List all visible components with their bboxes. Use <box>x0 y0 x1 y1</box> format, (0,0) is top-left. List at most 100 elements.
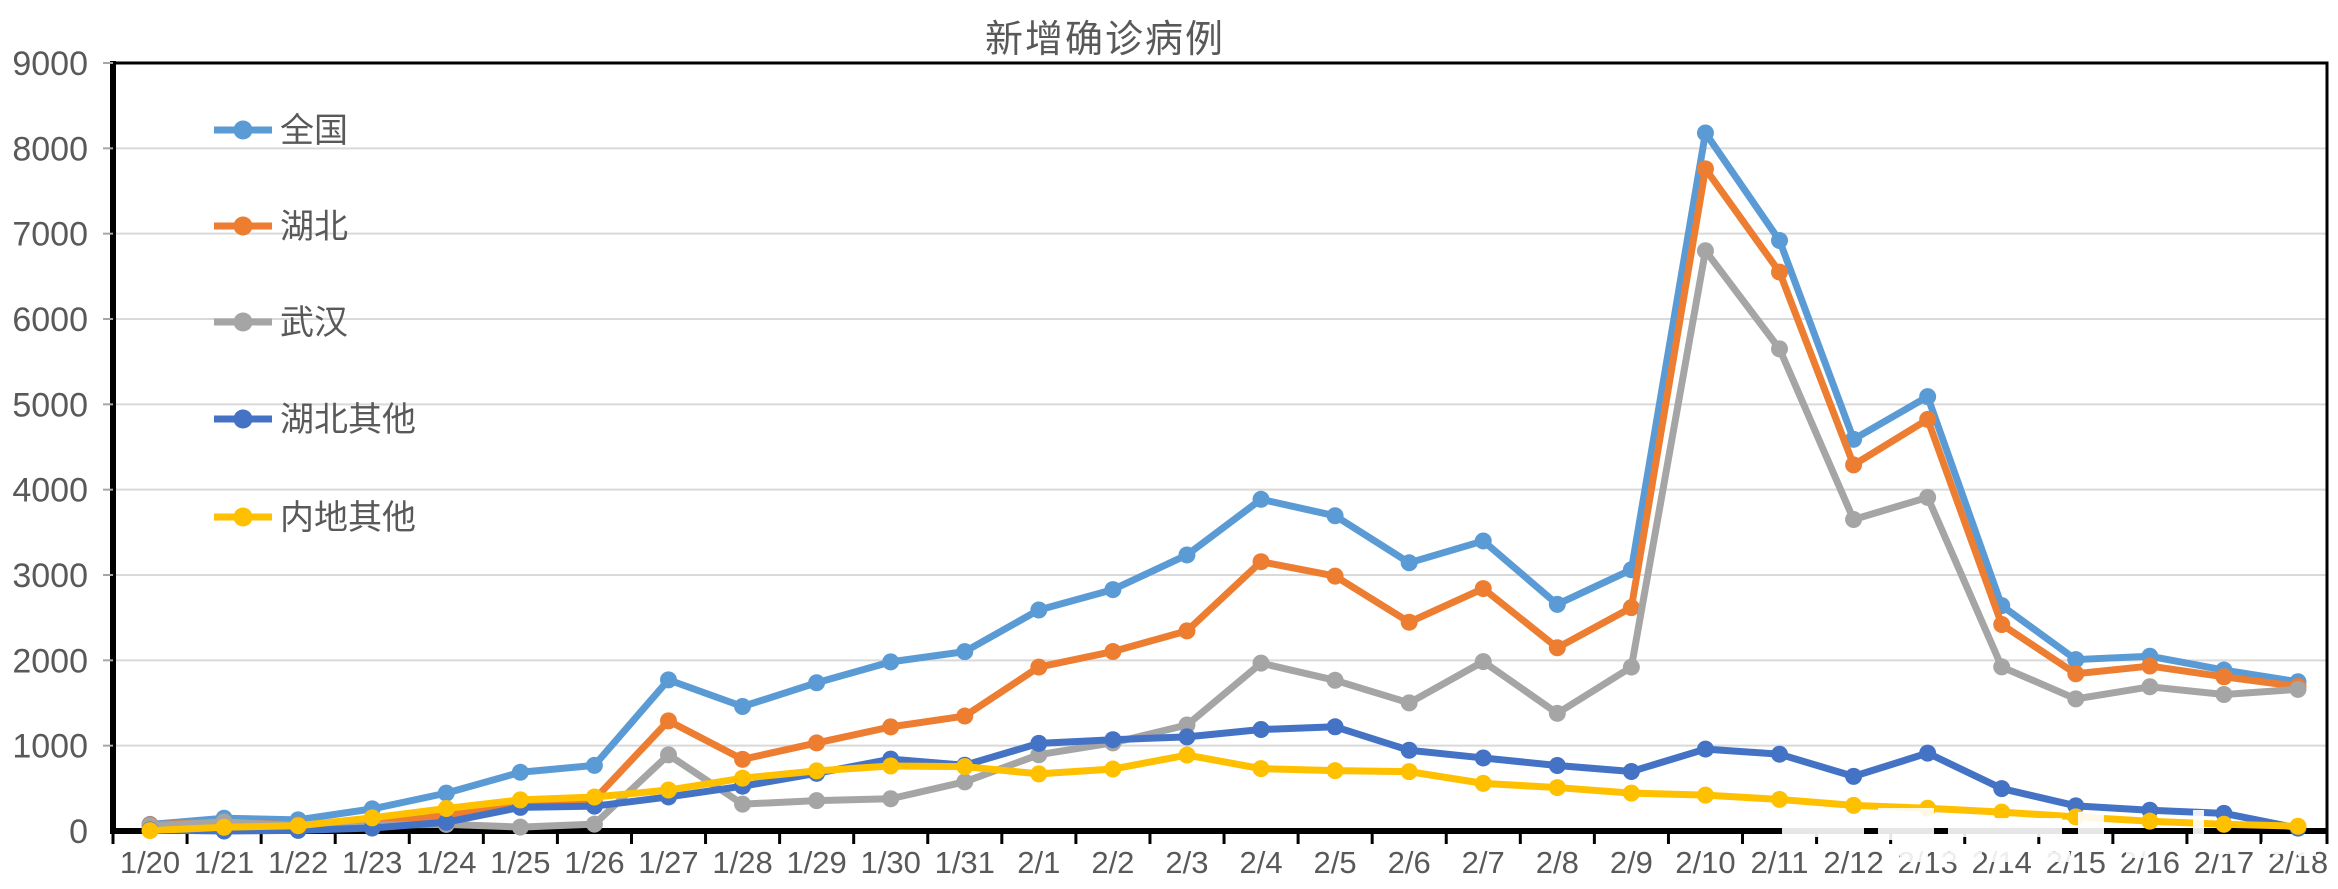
series-wuhan-marker <box>1178 716 1196 734</box>
series-hubei-other-marker <box>1178 728 1196 746</box>
series-mainland-other-marker <box>1104 760 1122 778</box>
series-hubei-other-marker <box>1919 744 1937 762</box>
series-mainland-other-marker <box>882 757 900 775</box>
x-axis-tick-label: 2/2 <box>1091 845 1134 880</box>
series-wuhan-marker <box>956 773 974 791</box>
x-axis-tick-label: 1/21 <box>194 845 254 880</box>
series-hubei-line <box>146 165 2302 829</box>
series-hubei-other-marker <box>1474 749 1492 767</box>
legend-mainland-other-label: 内地其他 <box>280 499 416 537</box>
series-mainland-other-marker <box>1400 763 1418 781</box>
series-mainland-other-marker <box>141 822 159 840</box>
series-wuhan-marker <box>2067 690 2085 708</box>
series-national <box>141 124 2307 833</box>
series-hubei-marker <box>1771 263 1789 281</box>
watermark-stroke <box>1988 845 2018 862</box>
series-mainland-other-marker <box>2141 812 2159 830</box>
series-mainland-other-marker <box>1993 803 2011 821</box>
x-axis-tick-label: 1/20 <box>120 845 180 880</box>
series-national-marker <box>956 643 974 661</box>
gridlines <box>113 147 2327 747</box>
series-national-marker <box>1326 507 1344 525</box>
series-hubei-marker <box>882 718 900 736</box>
series-wuhan-marker <box>2215 685 2233 703</box>
watermark-stroke <box>2078 812 2104 842</box>
series-hubei-marker <box>956 707 974 725</box>
series-mainland-other-marker <box>1771 790 1789 808</box>
series-national-marker <box>511 763 529 781</box>
series-hubei-other-marker <box>437 813 455 831</box>
watermark-overlay <box>1782 808 2316 862</box>
x-axis-tick-label: 2/11 <box>1750 845 1808 880</box>
series-national-marker <box>1400 554 1418 572</box>
series-wuhan-marker <box>1919 488 1937 506</box>
series-hubei-marker <box>1548 639 1566 657</box>
legend-hubei-marker <box>233 216 253 236</box>
series-wuhan-marker <box>2141 678 2159 696</box>
x-axis-tick-label: 2/8 <box>1536 845 1579 880</box>
series-wuhan-marker <box>1548 704 1566 722</box>
series-mainland-other-marker <box>1845 796 1863 814</box>
series-mainland-other-marker <box>808 762 826 780</box>
series-wuhan-marker <box>1400 694 1418 712</box>
series-wuhan-marker <box>1622 658 1640 676</box>
series-mainland-other-marker <box>1622 784 1640 802</box>
series-national-line <box>146 129 2302 828</box>
x-axis-tick-label: 2/7 <box>1462 845 1505 880</box>
watermark-stroke <box>2210 842 2236 854</box>
series-mainland-other-marker <box>1252 760 1270 778</box>
series-hubei-other-marker <box>1030 734 1048 752</box>
series-wuhan-marker <box>1252 654 1270 672</box>
series-wuhan-marker <box>659 746 677 764</box>
series-national-marker <box>882 653 900 671</box>
y-axis-tick-label: 8000 <box>12 130 88 168</box>
series-hubei-marker <box>1474 580 1492 598</box>
x-axis-tick-label: 2/1 <box>1017 845 1060 880</box>
x-axis-tick-label: 1/24 <box>416 845 476 880</box>
series-wuhan-marker <box>1326 671 1344 689</box>
x-axis-tick-label: 2/15 <box>2046 845 2106 880</box>
legend-mainland-other-marker <box>233 507 253 527</box>
series-mainland-other-marker <box>1474 774 1492 792</box>
series-hubei-other-marker <box>1326 718 1344 736</box>
series-mainland-other-marker <box>2289 817 2307 835</box>
series-mainland-other-marker <box>1548 779 1566 797</box>
series-hubei-marker <box>808 734 826 752</box>
series-hubei-other-marker <box>1771 745 1789 763</box>
series-hubei-marker <box>659 712 677 730</box>
series-hubei-marker <box>1696 160 1714 178</box>
x-axis-tick-label: 1/29 <box>786 845 846 880</box>
legend-item-national: 全国 <box>214 112 348 150</box>
legend-hubei-label: 湖北 <box>280 208 348 246</box>
x-axis-tick-label: 1/23 <box>342 845 402 880</box>
legend-wuhan-label: 武汉 <box>280 304 348 342</box>
series-national-marker <box>1771 231 1789 249</box>
series-wuhan-marker <box>882 790 900 808</box>
watermark-stroke <box>1878 808 1934 840</box>
legend-item-hubei: 湖北 <box>214 208 348 246</box>
series-wuhan-marker <box>1696 242 1714 260</box>
series-hubei-marker <box>2215 668 2233 686</box>
series-national-marker <box>2067 651 2085 669</box>
series-mainland-other-marker <box>585 788 603 806</box>
series-wuhan-marker <box>1474 653 1492 671</box>
series-mainland-other-marker <box>659 781 677 799</box>
series-wuhan-marker <box>808 792 826 810</box>
series-national-marker <box>585 756 603 774</box>
series-national-marker <box>808 674 826 692</box>
x-axis-tick-label: 1/31 <box>935 845 995 880</box>
y-axis-tick-label: 3000 <box>12 557 88 595</box>
series-national-marker <box>1696 124 1714 142</box>
x-axis-tick-label: 2/10 <box>1675 845 1735 880</box>
series-national-marker <box>1845 430 1863 448</box>
x-axis-tick-label: 2/5 <box>1314 845 1357 880</box>
watermark-stroke <box>1782 817 1864 837</box>
y-axis-tick-label: 4000 <box>12 472 88 510</box>
series-wuhan-marker <box>511 818 529 836</box>
series-mainland-other-marker <box>956 758 974 776</box>
watermark-stroke <box>1940 852 1982 862</box>
legend-item-hubei-other: 湖北其他 <box>214 401 416 439</box>
series-hubei-marker <box>1178 622 1196 640</box>
series-hubei-marker <box>1845 456 1863 474</box>
series-mainland-other-marker <box>1696 786 1714 804</box>
